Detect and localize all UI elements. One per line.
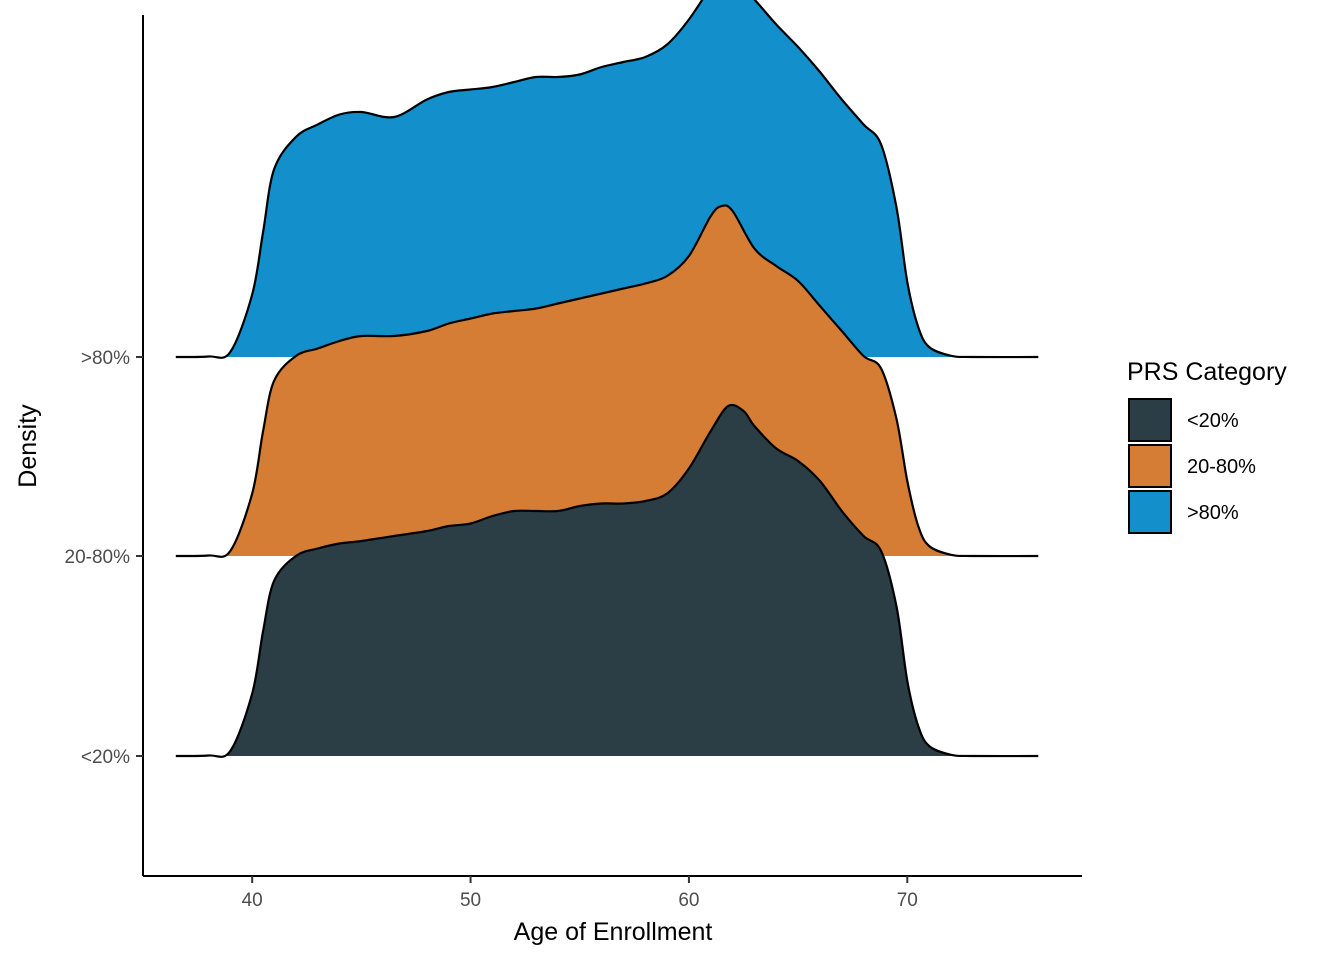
x-tick-label: 40 [242,890,263,911]
y-tick-label: >80% [81,348,130,369]
x-tick-label: 70 [897,890,918,911]
ridge->80% [175,0,1039,359]
legend-swatch [1128,444,1172,488]
x-tick-label: 50 [460,890,481,911]
ridge-outline [175,0,1039,359]
ridge-<20% [175,403,1039,758]
y-tick-label: <20% [81,747,130,768]
legend-title: PRS Category [1127,358,1287,386]
legend-swatch [1128,398,1172,442]
legend-label: <20% [1187,410,1239,432]
legend-swatch [1128,490,1172,534]
ridge-outline [175,403,1039,758]
legend: PRS Category <20% 20-80% >80% [1127,358,1287,534]
ridge-fill [175,205,1039,557]
x-tick-label: 60 [678,890,699,911]
y-ticks: >80% 20-80% <20% [65,348,143,768]
legend-label: 20-80% [1187,456,1256,478]
ridge-fill [175,404,1039,757]
x-axis-title: Age of Enrollment [514,918,713,946]
ridges [175,0,1039,758]
x-ticks: 40 50 60 70 [242,876,918,911]
y-axis-title: Density [14,404,42,488]
axes [142,15,1082,877]
ridge-20-80% [175,204,1039,558]
legend-label: >80% [1187,502,1239,524]
ridge-fill [175,0,1039,358]
y-tick-label: 20-80% [65,547,131,568]
ridge-outline [175,204,1039,558]
